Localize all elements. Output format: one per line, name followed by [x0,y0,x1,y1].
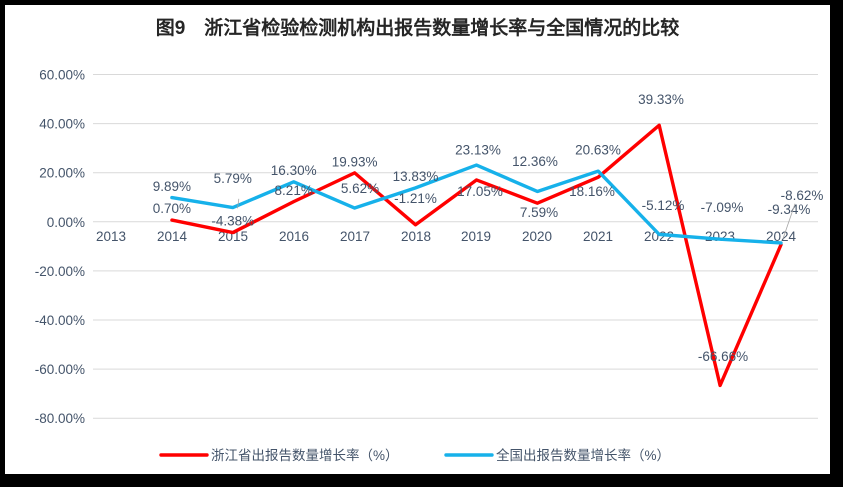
svg-text:-40.00%: -40.00% [35,313,85,328]
svg-text:9.89%: 9.89% [153,179,191,194]
svg-text:2021: 2021 [583,229,613,244]
svg-text:5.62%: 5.62% [341,181,379,196]
svg-text:-9.34%: -9.34% [768,202,811,217]
svg-text:7.59%: 7.59% [520,205,558,220]
svg-text:2018: 2018 [401,229,431,244]
svg-text:39.33%: 39.33% [638,92,684,107]
svg-text:5.79%: 5.79% [214,171,252,186]
svg-text:-5.12%: -5.12% [642,198,685,213]
svg-text:23.13%: 23.13% [455,142,501,157]
svg-text:2019: 2019 [461,229,491,244]
svg-text:2016: 2016 [279,229,309,244]
svg-text:2013: 2013 [96,229,126,244]
svg-text:20.63%: 20.63% [575,142,621,157]
svg-text:0.00%: 0.00% [47,215,85,230]
svg-text:0.70%: 0.70% [153,201,191,216]
svg-text:-4.38%: -4.38% [211,213,254,228]
svg-text:-8.62%: -8.62% [781,188,824,203]
svg-text:浙江省出报告数量增长率（%）: 浙江省出报告数量增长率（%） [211,447,399,463]
svg-text:16.30%: 16.30% [271,163,317,178]
svg-text:-66.66%: -66.66% [698,349,748,364]
svg-text:2017: 2017 [340,229,370,244]
svg-text:-80.00%: -80.00% [35,411,85,426]
svg-text:2014: 2014 [157,229,188,244]
svg-text:-1.21%: -1.21% [394,191,437,206]
svg-text:2023: 2023 [705,229,735,244]
svg-text:全国出报告数量增长率（%）: 全国出报告数量增长率（%） [496,447,670,463]
svg-text:13.83%: 13.83% [393,169,439,184]
svg-text:12.36%: 12.36% [512,154,558,169]
svg-text:18.16%: 18.16% [569,184,615,199]
svg-text:20.00%: 20.00% [39,166,85,181]
svg-text:2020: 2020 [522,229,552,244]
svg-text:17.05%: 17.05% [457,184,503,199]
svg-text:19.93%: 19.93% [332,154,378,169]
svg-text:-20.00%: -20.00% [35,264,85,279]
svg-text:40.00%: 40.00% [39,117,85,132]
svg-text:-7.09%: -7.09% [701,200,744,215]
svg-text:8.21%: 8.21% [275,183,313,198]
svg-text:60.00%: 60.00% [39,68,85,83]
svg-text:-60.00%: -60.00% [35,362,85,377]
